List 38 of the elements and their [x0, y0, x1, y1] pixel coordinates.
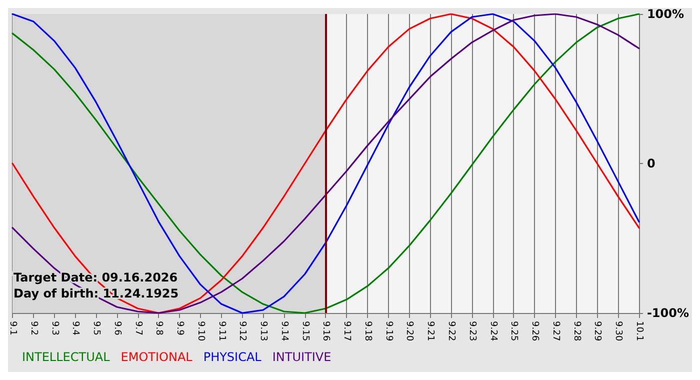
x-tick-label: 9.15 [300, 321, 310, 342]
y-tick-label: 0 [646, 156, 656, 170]
x-tick-label: 9.7 [132, 321, 143, 336]
x-tick-label: 9.30 [613, 321, 624, 342]
x-tick-label: 9.24 [488, 321, 498, 342]
x-tick-label: 9.17 [342, 321, 352, 342]
x-tick-label: 9.25 [508, 321, 519, 342]
x-tick-label: 9.6 [112, 321, 122, 336]
x-tick-label: 9.9 [174, 321, 185, 336]
text: EMOTIONAL [120, 350, 193, 364]
x-tick-label: 9.4 [70, 321, 80, 336]
x-tick-label: 9.18 [362, 321, 372, 342]
x-tick-label: 9.3 [49, 321, 60, 336]
x-tick-label: 9.8 [154, 321, 164, 336]
x-tick-label: 9.29 [592, 321, 602, 342]
x-tick-label: 9.16 [320, 321, 331, 342]
x-tick-label: 9.11 [216, 321, 226, 342]
y-tick-label: 100% [646, 7, 684, 21]
x-tick-label: 9.12 [237, 321, 248, 342]
x-tick-label: 9.23 [466, 321, 477, 342]
x-tick-label: 9.19 [383, 321, 394, 342]
x-tick-label: 9.26 [530, 321, 540, 342]
text: PHYSICAL [203, 350, 262, 364]
text: INTUITIVE [272, 350, 332, 364]
x-tick-label: 9.10 [195, 321, 206, 342]
x-tick-label: 9.14 [278, 321, 289, 342]
x-tick-label: 9.21 [425, 321, 436, 342]
x-tick-label: 9.28 [571, 321, 582, 342]
x-tick-label: 9.27 [550, 321, 560, 342]
x-tick-label: 9.1 [8, 321, 18, 336]
x-tick-label: 10.1 [634, 321, 644, 342]
text: INTELLECTUAL [22, 350, 110, 364]
x-tick-label: 9.5 [91, 321, 102, 336]
x-tick-label: 9.13 [258, 321, 268, 342]
x-tick-label: 9.2 [28, 321, 38, 336]
x-tick-label: 9.20 [404, 321, 414, 342]
x-tick-label: 9.22 [446, 321, 456, 342]
y-tick-label: -100% [646, 306, 690, 320]
